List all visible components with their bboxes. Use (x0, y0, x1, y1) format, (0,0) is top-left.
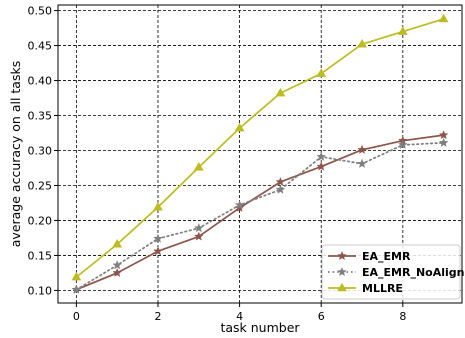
plot-frame (57, 4, 463, 304)
x-tick-label: 6 (318, 310, 325, 323)
x-tick-label: 4 (236, 310, 243, 323)
data-point (357, 38, 367, 48)
legend-item-ea-emr: EA_EMR (328, 250, 411, 263)
legend-item-ea-emr-noalign: EA_EMR_NoAlign (328, 266, 464, 279)
legend-box (321, 244, 461, 300)
data-point (275, 176, 286, 187)
data-point (71, 284, 82, 294)
x-tick-label: 0 (73, 310, 80, 323)
y-tick-label: 0.40 (28, 75, 53, 88)
y-tick-label: 0.35 (28, 110, 53, 123)
y-tick-label: 0.25 (28, 179, 53, 192)
data-point (275, 184, 286, 194)
data-point (397, 26, 408, 35)
data-point (357, 144, 367, 154)
data-point (316, 68, 327, 77)
y-tick-label: 0.45 (28, 40, 53, 53)
legend: EA_EMR EA_EMR_NoAlign MLLRE (321, 244, 464, 300)
data-point (316, 151, 327, 161)
data-point (234, 202, 245, 212)
x-tick-label: 2 (154, 310, 161, 323)
legend-marker (337, 266, 347, 277)
data-point (112, 260, 123, 270)
series-mllre (71, 13, 449, 281)
data-point (193, 223, 204, 233)
x-axis-label: task number (220, 320, 300, 335)
data-point (397, 139, 408, 150)
legend-label: EA_EMR (362, 250, 411, 263)
x-tick-label: 8 (399, 310, 406, 323)
legend-item-mllre: MLLRE (328, 282, 403, 295)
data-point (438, 130, 449, 140)
data-point (153, 246, 163, 256)
data-point (193, 162, 204, 171)
y-tick-label: 0.20 (28, 214, 53, 227)
grid-lines (58, 5, 462, 303)
data-point (234, 199, 245, 210)
legend-label: EA_EMR_NoAlign (362, 266, 464, 279)
data-point (153, 233, 163, 243)
data-point (112, 267, 123, 278)
data-point (438, 13, 449, 23)
data-point (438, 137, 449, 147)
legend-marker (337, 282, 347, 292)
data-point (153, 201, 163, 211)
data-point (193, 231, 204, 241)
data-point (275, 87, 286, 97)
legend-marker (337, 250, 347, 261)
data-point (316, 161, 327, 171)
series-line (75, 141, 445, 291)
y-tick-label: 0.50 (28, 5, 53, 18)
data-point (71, 271, 82, 281)
series-group (71, 13, 449, 294)
series-ea-emr-noalign (71, 137, 449, 294)
y-axis-label: average accuracy on all tasks (8, 61, 23, 247)
data-point (357, 158, 367, 168)
y-tick-label: 0.30 (28, 145, 53, 158)
series-line (75, 18, 445, 278)
y-tick-label: 0.15 (28, 249, 53, 262)
axes: 0.10 0.15 0.20 0.25 0.30 0.35 0.40 0.45 0.50 0 2 4 6… (28, 5, 407, 323)
legend-label: MLLRE (362, 282, 403, 295)
data-point (112, 239, 123, 248)
series-line (75, 134, 445, 291)
data-point (234, 122, 245, 132)
y-tick-label: 0.10 (28, 284, 53, 297)
